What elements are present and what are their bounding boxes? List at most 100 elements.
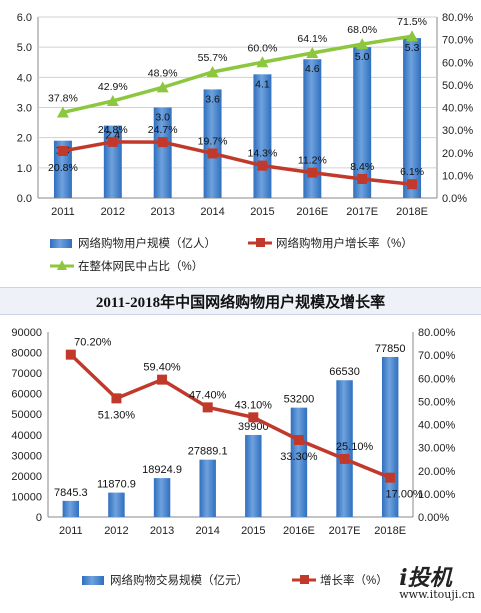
share-data-label: 64.1%: [297, 33, 327, 45]
y-left-tick-label: 6.0: [17, 12, 32, 24]
y-left-tick-label: 0.0: [17, 193, 32, 205]
share-marker: [406, 30, 419, 42]
share-marker: [56, 106, 69, 118]
bar: [62, 500, 80, 517]
bar-data-label: 3.6: [205, 93, 220, 105]
share-marker: [156, 81, 169, 93]
y-right-tick-label: 60.0%: [442, 57, 473, 69]
share-data-label: 37.8%: [48, 92, 78, 104]
bar: [245, 434, 262, 517]
bar: [199, 459, 216, 517]
growth-marker: [357, 173, 368, 184]
growth-marker: [207, 148, 218, 159]
growth-data-label: 51.30%: [98, 409, 136, 421]
growth-data-label: 11.2%: [298, 155, 327, 167]
legend-label: 网络购物交易规模（亿元）: [110, 573, 248, 587]
bar: [203, 89, 222, 198]
growth-marker: [111, 393, 122, 404]
y-right-tick-label: 30.00%: [418, 443, 456, 455]
growth-marker: [293, 434, 304, 445]
x-tick-label: 2014: [200, 206, 224, 218]
y-right-tick-label: 80.00%: [418, 327, 456, 339]
share-marker: [106, 94, 119, 106]
x-tick-label: 2018E: [396, 206, 428, 218]
legend-label: 网络购物用户增长率（%）: [276, 236, 413, 250]
share-data-label: 55.7%: [198, 52, 228, 64]
y-right-tick-label: 70.0%: [442, 35, 473, 47]
growth-marker: [407, 179, 418, 190]
y-right-tick-label: 50.0%: [442, 80, 473, 92]
x-tick-label: 2015: [241, 525, 265, 537]
growth-marker: [339, 453, 350, 464]
bar-data-label: 27889.1: [188, 446, 228, 458]
bar: [290, 407, 308, 517]
bar-data-label: 66530: [329, 366, 360, 378]
growth-line: [62, 140, 413, 186]
growth-marker: [307, 167, 318, 178]
y-right-tick-label: 70.00%: [418, 350, 456, 362]
title-band: [0, 287, 481, 315]
y-right-tick-label: 20.00%: [418, 466, 456, 478]
x-tick-label: 2014: [195, 525, 219, 537]
growth-marker: [157, 374, 168, 385]
legend-swatch-growth-marker: [256, 238, 265, 247]
y-left-tick-label: 10000: [11, 491, 42, 503]
x-tick-label: 2016E: [296, 206, 328, 218]
growth-data-label: 8.4%: [350, 161, 374, 173]
bar: [153, 478, 171, 517]
y-right-tick-label: 10.0%: [442, 170, 473, 182]
growth-data-label: 33.30%: [280, 451, 318, 463]
growth-data-label: 24.8%: [98, 124, 128, 136]
x-tick-label: 2017E: [329, 525, 361, 537]
growth-data-label: 43.10%: [235, 399, 273, 411]
x-tick-label: 2011: [51, 206, 75, 218]
x-tick-label: 2012: [104, 525, 128, 537]
chart-user-scale: 0.0 1.0 2.0 3.0 4.0 5.0 6.0 0.0% 10.0% 20.0% 30.0%…: [17, 12, 474, 273]
share-data-label: 42.9%: [98, 81, 128, 93]
bar-data-label: 39900: [238, 421, 269, 433]
legend-label: 增长率（%）: [320, 573, 388, 587]
legend-swatch-share-marker: [57, 260, 67, 270]
x-tick-label: 2013: [150, 206, 174, 218]
y-left-tick-label: 5.0: [17, 42, 32, 54]
bar-data-label: 3.0: [155, 112, 170, 124]
y-left-tick-label: 2.0: [17, 133, 32, 145]
y-left-tick-label: 30000: [11, 450, 42, 462]
y-left-tick-label: 50000: [11, 409, 42, 421]
y-right-tick-label: 0.0%: [442, 193, 467, 205]
x-tick-label: 2012: [101, 206, 125, 218]
bar-data-label: 5.3: [405, 42, 420, 54]
bar: [108, 492, 125, 517]
y-right-tick-label: 40.00%: [418, 420, 456, 432]
growth-marker: [65, 349, 76, 360]
y-left-tick-label: 60000: [11, 389, 42, 401]
growth-data-label: 59.40%: [143, 362, 181, 374]
y-left-tick-label: 4.0: [17, 72, 32, 84]
x-tick-label: 2015: [250, 206, 274, 218]
growth-line: [69, 353, 391, 480]
bar: [353, 47, 372, 198]
x-tick-label: 2018E: [374, 525, 406, 537]
growth-data-label: 6.1%: [400, 166, 424, 178]
share-marker: [356, 38, 369, 50]
bar: [403, 38, 422, 198]
growth-data-label: 19.7%: [198, 135, 228, 147]
y-left-tick-label: 90000: [11, 327, 42, 339]
bar-data-label: 4.6: [305, 63, 320, 75]
bar: [253, 74, 272, 198]
growth-data-label: 24.7%: [148, 124, 178, 136]
y-left-tick-label: 20000: [11, 471, 42, 483]
y-right-tick-label: 20.0%: [442, 148, 473, 160]
y-left-tick-label: 70000: [11, 368, 42, 380]
growth-data-label: 17.00%: [386, 489, 424, 501]
y-left-tick-label: 3.0: [17, 103, 32, 115]
bar-data-label: 77850: [375, 343, 406, 355]
legend-label: 在整体网民中占比（%）: [78, 259, 203, 273]
share-data-label: 48.9%: [148, 67, 178, 79]
y-right-tick-label: 30.0%: [442, 125, 473, 137]
bar: [303, 59, 322, 198]
growth-data-label: 70.20%: [74, 337, 112, 349]
growth-data-label: 47.40%: [189, 389, 227, 401]
y-right-tick-label: 50.00%: [418, 396, 456, 408]
